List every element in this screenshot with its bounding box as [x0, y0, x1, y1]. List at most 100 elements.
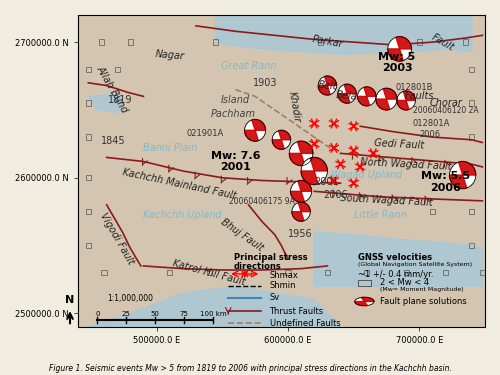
Text: 1956: 1956: [288, 230, 312, 240]
Bar: [469, 175, 474, 180]
Text: 100 km: 100 km: [200, 311, 226, 317]
Circle shape: [292, 202, 310, 221]
Bar: [416, 39, 422, 45]
Text: Nagar: Nagar: [154, 50, 185, 62]
Bar: [318, 39, 324, 45]
Bar: [86, 175, 91, 180]
Polygon shape: [298, 141, 313, 153]
Bar: [128, 39, 133, 45]
Polygon shape: [278, 130, 290, 140]
Text: Allah Bund: Allah Bund: [94, 64, 130, 115]
Circle shape: [450, 162, 476, 189]
Polygon shape: [324, 76, 336, 86]
Polygon shape: [216, 15, 472, 54]
Text: 012801B: 012801B: [396, 82, 433, 92]
Text: Kachchh Mainland Fault: Kachchh Mainland Fault: [121, 168, 237, 201]
Text: Fault: Fault: [430, 32, 456, 53]
Bar: [462, 39, 468, 45]
Text: Figure 1. Seismic events Mw > 5 from 1819 to 2006 with principal stress directio: Figure 1. Seismic events Mw > 5 from 181…: [48, 364, 452, 373]
Polygon shape: [88, 94, 124, 112]
Text: Banni Plain: Banni Plain: [142, 142, 197, 153]
Circle shape: [301, 158, 328, 184]
Polygon shape: [314, 232, 482, 286]
Text: North Wagad Fault: North Wagad Fault: [360, 157, 452, 172]
Polygon shape: [290, 191, 304, 202]
Bar: [469, 209, 474, 214]
Text: Island: Island: [221, 95, 250, 105]
Polygon shape: [290, 153, 304, 165]
Text: 2001: 2001: [314, 177, 339, 186]
Polygon shape: [338, 94, 350, 103]
Circle shape: [388, 37, 411, 61]
Polygon shape: [376, 99, 390, 110]
Bar: [206, 270, 212, 275]
Polygon shape: [88, 286, 340, 327]
Text: Little Rann: Little Rann: [354, 210, 406, 220]
Text: Pachham: Pachham: [210, 109, 256, 119]
Polygon shape: [318, 86, 330, 95]
Text: Bela: Bela: [336, 90, 358, 102]
Polygon shape: [358, 96, 370, 106]
Bar: [86, 134, 91, 140]
Bar: [102, 270, 106, 275]
Bar: [213, 39, 218, 45]
Text: 012801A: 012801A: [413, 119, 450, 128]
Text: Mw: 5.5
2006: Mw: 5.5 2006: [421, 171, 470, 193]
Circle shape: [318, 76, 336, 95]
Bar: [358, 280, 371, 286]
Bar: [99, 39, 104, 45]
Circle shape: [290, 180, 312, 202]
Circle shape: [358, 87, 376, 106]
Text: Mw: 5
2003: Mw: 5 2003: [378, 52, 416, 73]
Text: 021901A: 021901A: [187, 129, 224, 138]
Text: Wagad Upland: Wagad Upland: [331, 170, 402, 180]
Polygon shape: [404, 91, 415, 101]
Text: 1:1,000,000: 1:1,000,000: [108, 294, 154, 303]
Text: Fault plane solutions: Fault plane solutions: [380, 297, 466, 306]
Circle shape: [338, 84, 356, 103]
Text: Shmax: Shmax: [270, 271, 298, 280]
Polygon shape: [272, 140, 284, 149]
Text: Sv: Sv: [270, 293, 280, 302]
Circle shape: [355, 297, 374, 306]
Bar: [86, 209, 91, 214]
Text: Belt: Belt: [318, 80, 338, 92]
Bar: [324, 270, 330, 275]
Text: 2006: 2006: [420, 130, 440, 139]
Bar: [86, 243, 91, 248]
Polygon shape: [383, 88, 397, 99]
Polygon shape: [362, 297, 374, 302]
Polygon shape: [355, 302, 368, 306]
Text: South Wagad Fault: South Wagad Fault: [340, 194, 433, 208]
Text: Parkar: Parkar: [311, 34, 344, 50]
Text: 75: 75: [180, 311, 188, 317]
Text: 25: 25: [122, 311, 131, 317]
Text: Great Rann: Great Rann: [221, 61, 276, 71]
Polygon shape: [450, 175, 466, 189]
Text: Khadir: Khadir: [287, 91, 302, 124]
Text: Shmin: Shmin: [270, 281, 296, 290]
Text: 50: 50: [151, 311, 160, 317]
Bar: [469, 134, 474, 140]
Bar: [469, 66, 474, 72]
Circle shape: [376, 88, 397, 110]
Circle shape: [397, 91, 415, 110]
Text: 2006: 2006: [324, 190, 348, 200]
Circle shape: [244, 120, 266, 141]
Text: 2 < Mw < 4: 2 < Mw < 4: [380, 278, 428, 287]
Bar: [114, 66, 120, 72]
Bar: [430, 209, 435, 214]
Polygon shape: [298, 180, 312, 191]
Text: Vigodi Fault: Vigodi Fault: [98, 211, 136, 267]
Polygon shape: [458, 162, 476, 175]
Text: 20060406175 9A: 20060406175 9A: [229, 196, 294, 206]
Bar: [480, 270, 485, 275]
Polygon shape: [344, 84, 356, 94]
Bar: [404, 270, 409, 275]
Bar: [246, 270, 251, 275]
Text: Undefined Faults: Undefined Faults: [270, 319, 340, 328]
Bar: [286, 270, 290, 275]
Polygon shape: [292, 211, 304, 221]
Text: Chorar: Chorar: [429, 98, 462, 108]
Bar: [443, 270, 448, 275]
